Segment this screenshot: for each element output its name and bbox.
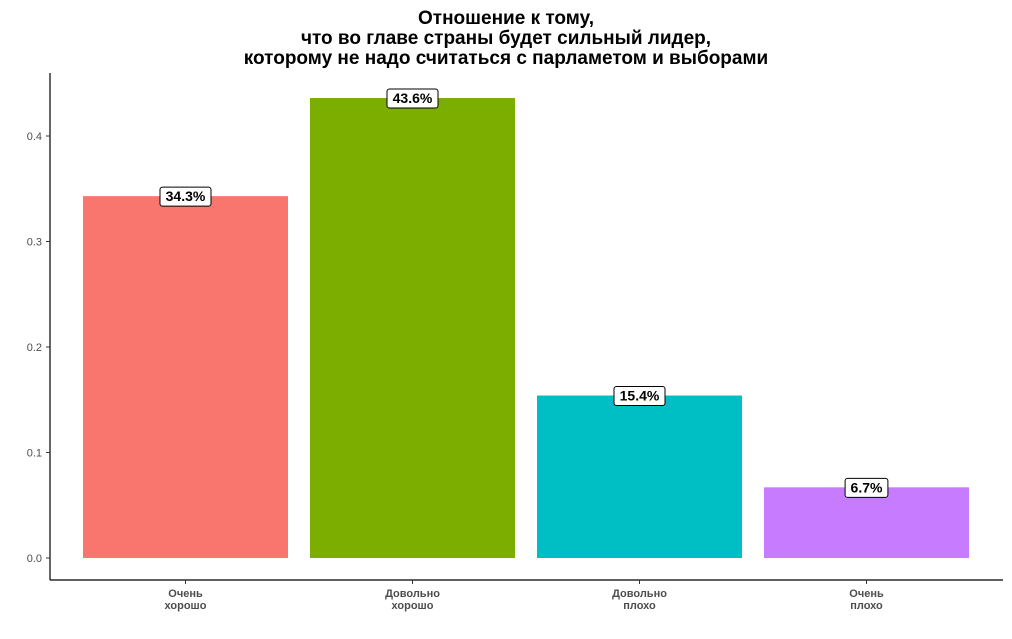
data-label-box xyxy=(844,477,889,498)
data-label: 34.3% xyxy=(166,188,206,204)
x-tick-label: Очень xyxy=(849,588,884,600)
x-tick-label: плохо xyxy=(623,600,656,612)
plot-area: 0.00.10.20.30.4Оченьхорошо34.3%Довольнох… xyxy=(27,73,1003,612)
y-tick-label: 0.1 xyxy=(27,448,42,460)
x-tick-label: хорошо xyxy=(165,600,207,612)
data-label: 43.6% xyxy=(393,90,433,106)
bar xyxy=(310,98,515,559)
x-tick-label: хорошо xyxy=(392,600,434,612)
data-label-box xyxy=(159,186,212,207)
data-label: 6.7% xyxy=(851,479,883,495)
bar xyxy=(764,487,969,558)
chart-title-line-3: которому не надо считаться с парламетом … xyxy=(244,48,768,69)
x-tick-label: Довольно xyxy=(612,588,667,600)
x-tick-label: Очень xyxy=(168,588,203,600)
x-tick-label: Довольно xyxy=(385,588,440,600)
bar xyxy=(537,395,742,558)
chart-title-line-1: Отношение к тому, xyxy=(418,8,594,29)
y-tick-label: 0.3 xyxy=(27,237,42,249)
bar xyxy=(83,196,288,558)
y-tick-label: 0.0 xyxy=(27,553,42,565)
data-label-box xyxy=(613,386,666,407)
y-tick-label: 0.2 xyxy=(27,342,42,354)
chart-title: Отношение к тому, что во главе страны бу… xyxy=(244,8,768,69)
data-label-box xyxy=(386,88,439,109)
chart-title-line-2: что во главе страны будет сильный лидер, xyxy=(301,28,711,49)
data-label: 15.4% xyxy=(620,388,660,404)
x-tick-label: плохо xyxy=(850,600,883,612)
y-tick-label: 0.4 xyxy=(27,131,42,143)
